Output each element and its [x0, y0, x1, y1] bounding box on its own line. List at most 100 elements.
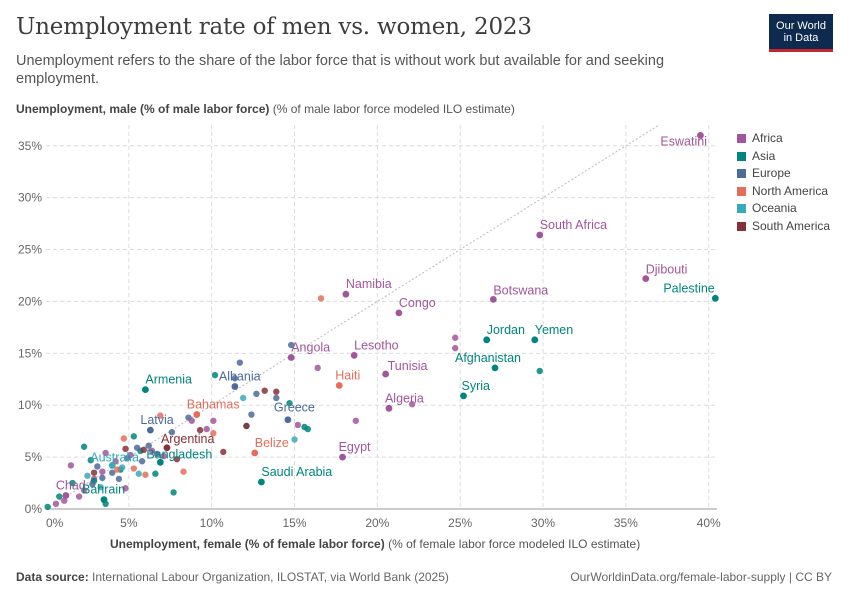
data-point [152, 470, 159, 477]
labeled-data-point [711, 294, 719, 302]
y-axis-label-main: Unemployment, male (% of male labor forc… [16, 102, 270, 116]
data-point [253, 390, 260, 397]
data-point [452, 334, 459, 341]
data-point [90, 469, 98, 476]
data-point [109, 469, 116, 476]
legend-item[interactable]: North America [737, 184, 828, 198]
data-point [140, 446, 147, 454]
data-point [203, 425, 210, 433]
point-label: Lesotho [354, 338, 399, 352]
x-tick-label: 5% [120, 516, 138, 530]
legend-item[interactable]: Asia [737, 149, 775, 163]
data-point [148, 447, 156, 455]
legend-label: Africa [752, 131, 783, 145]
labeled-data-point [156, 458, 164, 466]
labeled-data-point [251, 449, 259, 457]
y-tick-label: 0% [25, 502, 43, 516]
data-point [89, 480, 96, 488]
data-point [52, 500, 60, 508]
data-point [261, 387, 268, 394]
x-tick-label: 25% [448, 516, 472, 530]
legend-item[interactable]: South America [737, 219, 830, 233]
data-point [115, 475, 123, 483]
labeled-data-point [62, 492, 70, 499]
data-point [99, 468, 106, 475]
point-label: Egypt [339, 440, 371, 454]
labeled-data-point [339, 453, 346, 461]
y-tick-label: 35% [18, 139, 42, 153]
data-point [452, 344, 459, 352]
point-label: Armenia [145, 373, 192, 387]
labeled-data-point [531, 336, 539, 344]
data-point [352, 417, 360, 424]
data-point [220, 448, 227, 456]
labeled-data-point [257, 478, 265, 486]
legend-swatch [737, 186, 746, 196]
data-point [180, 468, 187, 475]
data-point [145, 442, 152, 449]
data-source-text: International Labour Organization, ILOST… [92, 570, 449, 584]
x-tick-label: 30% [531, 516, 555, 530]
data-point [61, 497, 68, 504]
labeled-data-point [483, 336, 491, 344]
data-point [273, 388, 280, 395]
labeled-data-point [536, 231, 544, 239]
data-point [75, 493, 83, 500]
point-label: Algeria [385, 391, 424, 405]
x-tick-label: 20% [365, 516, 389, 530]
y-tick-label: 30% [18, 191, 42, 205]
point-label: Angola [291, 340, 330, 354]
x-tick-label: 0% [46, 516, 64, 530]
data-point [317, 295, 325, 302]
data-point [294, 421, 302, 429]
data-point [122, 445, 129, 453]
point-label: Greece [274, 401, 315, 415]
legend-item[interactable]: Oceania [737, 201, 797, 215]
data-point [84, 472, 91, 479]
point-label: Chad [56, 479, 86, 493]
data-point [80, 487, 88, 494]
logo-line-1: Our World [776, 20, 826, 32]
data-point [168, 429, 176, 436]
labeled-data-point [460, 392, 467, 400]
labeled-data-point [489, 295, 497, 303]
point-label: Belize [255, 436, 289, 450]
data-point [153, 450, 161, 458]
data-point [99, 474, 106, 482]
point-label: Jordan [487, 323, 525, 337]
point-label: Yemen [535, 323, 574, 337]
legend-swatch [737, 221, 746, 231]
data-point [67, 462, 75, 469]
y-tick-label: 20% [18, 294, 42, 308]
data-point [94, 463, 101, 470]
data-point [102, 449, 109, 457]
legend-item[interactable]: Africa [737, 131, 783, 145]
point-label: Palestine [663, 281, 714, 295]
data-point [170, 489, 177, 496]
point-label: Djibouti [646, 263, 688, 277]
labeled-data-point [395, 309, 403, 317]
data-point [119, 464, 126, 471]
x-tick-label: 10% [200, 516, 224, 530]
owid-logo[interactable]: Our World in Data [769, 14, 833, 52]
labeled-data-point [350, 352, 358, 359]
x-tick-label: 15% [283, 516, 307, 530]
source-url-link[interactable]: OurWorldinData.org/female-labor-supply |… [570, 570, 832, 584]
point-label: Australia [90, 450, 139, 464]
legend-swatch [737, 151, 746, 161]
data-source: Data source: International Labour Organi… [16, 570, 449, 584]
data-point [123, 454, 131, 462]
chart-title: Unemployment rate of men vs. women, 2023 [16, 14, 532, 40]
data-point [211, 371, 219, 379]
data-point [408, 400, 416, 408]
legend-item[interactable]: Europe [737, 166, 791, 180]
point-label: Afghanistan [455, 351, 521, 365]
data-point [135, 470, 142, 477]
data-point [133, 444, 141, 451]
point-label: South Africa [540, 218, 607, 232]
data-point [301, 423, 308, 431]
labeled-data-point [385, 404, 393, 412]
y-axis-label: Unemployment, male (% of male labor forc… [16, 102, 515, 116]
point-label: Argentina [161, 432, 215, 446]
point-label: Tunisia [388, 359, 428, 373]
